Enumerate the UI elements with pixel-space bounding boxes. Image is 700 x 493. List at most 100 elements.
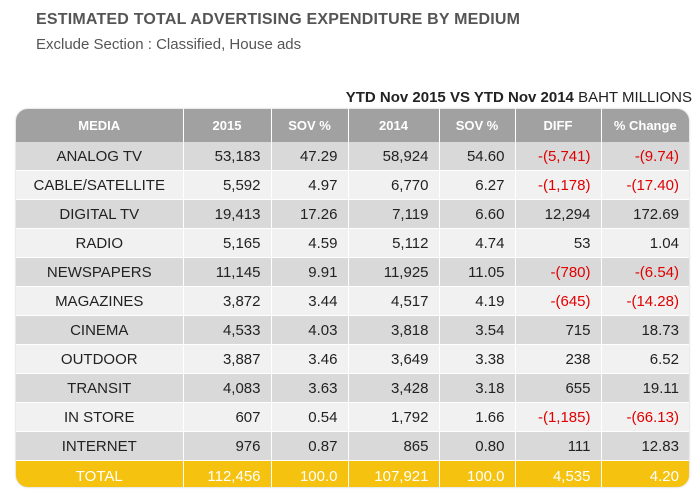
value-cell: 3.46 [271, 344, 349, 374]
value-cell: -(14.28) [601, 286, 689, 316]
media-name-cell: INTERNET [16, 431, 184, 461]
unit-label: BAHT MILLIONS [578, 89, 692, 106]
value-cell: -(9.74) [601, 142, 689, 171]
table-row: DIGITAL TV 19,413 17.26 7,119 6.60 12,294 172.… [16, 199, 689, 229]
value-cell: 4.03 [271, 315, 349, 345]
value-cell: 6.60 [439, 199, 516, 229]
media-name-cell: TRANSIT [16, 373, 184, 403]
value-cell: 3.38 [439, 344, 516, 374]
page-title: ESTIMATED TOTAL ADVERTISING EXPENDITURE … [36, 11, 521, 28]
value-cell: 5,165 [183, 228, 272, 258]
total-row: TOTAL 112,456 100.0 107,921 100.0 4,535 4.20 [16, 460, 689, 487]
value-cell: 655 [515, 373, 602, 403]
value-cell: 9.91 [271, 257, 349, 287]
value-cell: -(645) [515, 286, 602, 316]
value-cell: 4.20 [601, 460, 689, 487]
value-cell: 3.54 [439, 315, 516, 345]
media-name-cell: CINEMA [16, 315, 184, 345]
table-row: OUTDOOR 3,887 3.46 3,649 3.38 238 6.52 [16, 344, 689, 374]
value-cell: -(5,741) [515, 142, 602, 171]
header-sov-2015: SOV % [271, 109, 349, 142]
value-cell: 19.11 [601, 373, 689, 403]
value-cell: 12,294 [515, 199, 602, 229]
value-cell: 865 [348, 431, 440, 461]
value-cell: 4,517 [348, 286, 440, 316]
value-cell: 17.26 [271, 199, 349, 229]
period-range: YTD Nov 2015 VS YTD Nov 2014 [345, 89, 574, 106]
page-subtitle: Exclude Section : Classified, House ads [36, 36, 302, 53]
header-media: MEDIA [16, 109, 184, 142]
header-2014: 2014 [348, 109, 440, 142]
value-cell: 0.80 [439, 431, 516, 461]
value-cell: 715 [515, 315, 602, 345]
table-row: INTERNET 976 0.87 865 0.80 111 12.83 [16, 431, 689, 461]
value-cell: -(780) [515, 257, 602, 287]
value-cell: 19,413 [183, 199, 272, 229]
value-cell: 3,428 [348, 373, 440, 403]
value-cell: 3,818 [348, 315, 440, 345]
value-cell: 6.52 [601, 344, 689, 374]
value-cell: 4.97 [271, 170, 349, 200]
media-name-cell: IN STORE [16, 402, 184, 432]
header-diff: DIFF [515, 109, 602, 142]
value-cell: 172.69 [601, 199, 689, 229]
value-cell: -(1,178) [515, 170, 602, 200]
table-row: CABLE/SATELLITE 5,592 4.97 6,770 6.27 -(1,178… [16, 170, 689, 200]
value-cell: 4.19 [439, 286, 516, 316]
period-label: YTD Nov 2015 VS YTD Nov 2014 BAHT MILLIO… [346, 89, 692, 106]
header-2015: 2015 [183, 109, 272, 142]
table-body: ANALOG TV 53,183 47.29 58,924 54.60 -(5,741) -… [16, 142, 689, 487]
value-cell: 100.0 [439, 460, 516, 487]
table-row: MAGAZINES 3,872 3.44 4,517 4.19 -(645) -(14.28… [16, 286, 689, 316]
value-cell: 3.63 [271, 373, 349, 403]
value-cell: 100.0 [271, 460, 349, 487]
table-row: RADIO 5,165 4.59 5,112 4.74 53 1.04 [16, 228, 689, 258]
value-cell: 11,145 [183, 257, 272, 287]
value-cell: 607 [183, 402, 272, 432]
value-cell: 4,083 [183, 373, 272, 403]
value-cell: 3,872 [183, 286, 272, 316]
value-cell: 3.44 [271, 286, 349, 316]
table-row: NEWSPAPERS 11,145 9.91 11,925 11.05 -(780) -(6… [16, 257, 689, 287]
value-cell: 4,535 [515, 460, 602, 487]
value-cell: -(6.54) [601, 257, 689, 287]
value-cell: 53 [515, 228, 602, 258]
value-cell: 4.74 [439, 228, 516, 258]
value-cell: 4,533 [183, 315, 272, 345]
header-sov-2014: SOV % [439, 109, 516, 142]
value-cell: 11.05 [439, 257, 516, 287]
media-name-cell: TOTAL [16, 460, 184, 487]
value-cell: 53,183 [183, 142, 272, 171]
value-cell: 54.60 [439, 142, 516, 171]
media-name-cell: NEWSPAPERS [16, 257, 184, 287]
value-cell: 976 [183, 431, 272, 461]
expenditure-table-container: MEDIA 2015 SOV % 2014 SOV % DIFF% Change ANAL… [16, 109, 689, 487]
value-cell: 18.73 [601, 315, 689, 345]
value-cell: 111 [515, 431, 602, 461]
value-cell: 3.18 [439, 373, 516, 403]
table-header-row: MEDIA 2015 SOV % 2014 SOV % DIFF% Change [16, 109, 689, 142]
value-cell: 11,925 [348, 257, 440, 287]
value-cell: 0.87 [271, 431, 349, 461]
value-cell: 47.29 [271, 142, 349, 171]
media-name-cell: DIGITAL TV [16, 199, 184, 229]
value-cell: -(66.13) [601, 402, 689, 432]
value-cell: 1,792 [348, 402, 440, 432]
value-cell: 1.66 [439, 402, 516, 432]
value-cell: 238 [515, 344, 602, 374]
table-row: TRANSIT 4,083 3.63 3,428 3.18 655 19.11 [16, 373, 689, 403]
media-name-cell: OUTDOOR [16, 344, 184, 374]
value-cell: 5,592 [183, 170, 272, 200]
value-cell: -(1,185) [515, 402, 602, 432]
value-cell: -(17.40) [601, 170, 689, 200]
header-pct-change: % Change [601, 109, 689, 142]
table-row: CINEMA 4,533 4.03 3,818 3.54 715 18.73 [16, 315, 689, 345]
value-cell: 0.54 [271, 402, 349, 432]
media-name-cell: ANALOG TV [16, 142, 184, 171]
value-cell: 1.04 [601, 228, 689, 258]
value-cell: 3,649 [348, 344, 440, 374]
value-cell: 112,456 [183, 460, 272, 487]
value-cell: 4.59 [271, 228, 349, 258]
table-row: IN STORE 607 0.54 1,792 1.66 -(1,185) -(66.13) [16, 402, 689, 432]
expenditure-table: MEDIA 2015 SOV % 2014 SOV % DIFF% Change ANAL… [16, 109, 689, 487]
